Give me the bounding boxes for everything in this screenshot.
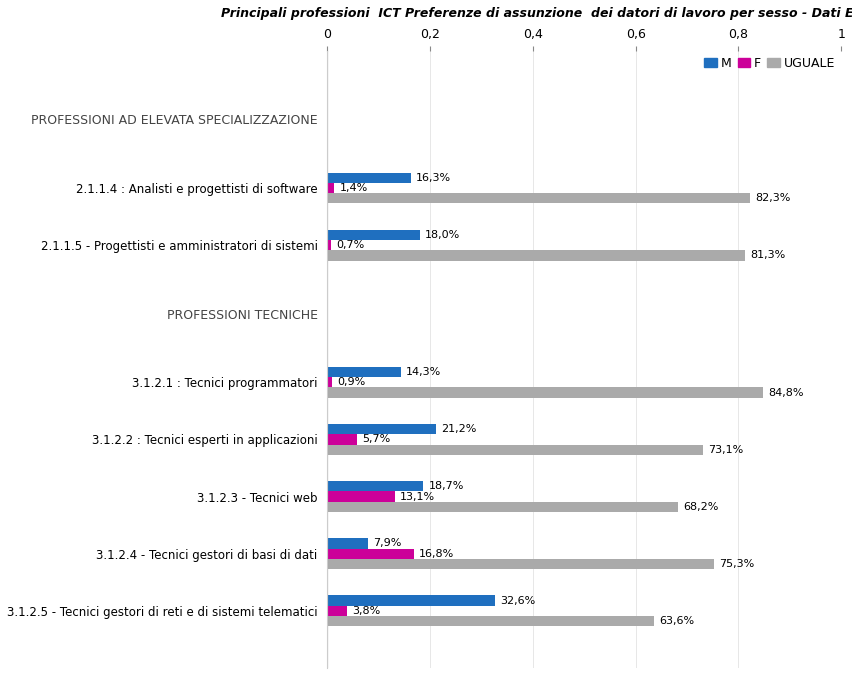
Legend: M, F, UGUALE: M, F, UGUALE [705,57,835,70]
Bar [327,250,745,261]
Text: 0,7%: 0,7% [336,240,365,250]
Text: 18,0%: 18,0% [425,230,460,240]
Bar [327,183,335,193]
Text: 14,3%: 14,3% [406,367,441,377]
Text: 7,9%: 7,9% [373,539,401,549]
Bar [327,367,400,377]
Text: 63,6%: 63,6% [659,616,694,626]
Text: 0,9%: 0,9% [337,377,366,387]
Text: 73,1%: 73,1% [708,445,743,455]
Text: 81,3%: 81,3% [750,250,786,261]
Bar [327,230,420,240]
Bar [327,173,411,183]
Text: 18,7%: 18,7% [429,481,463,491]
Text: 21,2%: 21,2% [441,424,477,434]
Bar [327,616,654,626]
Bar [327,445,703,455]
Text: 16,8%: 16,8% [418,549,454,559]
Bar [327,605,347,616]
Text: 16,3%: 16,3% [416,173,452,183]
Bar [327,539,368,549]
Bar [327,559,714,569]
Bar [327,424,436,434]
Text: 84,8%: 84,8% [769,387,803,398]
Bar [327,549,413,559]
Bar [327,377,332,387]
Text: 13,1%: 13,1% [400,491,435,502]
Text: 1,4%: 1,4% [340,183,368,193]
Bar [327,387,763,398]
Bar [327,502,677,512]
Text: 82,3%: 82,3% [756,193,791,203]
Bar [327,595,495,605]
Bar [327,240,331,250]
Bar [327,491,394,502]
Bar [327,481,423,491]
Text: 5,7%: 5,7% [362,435,390,444]
Text: 68,2%: 68,2% [682,502,718,512]
Bar [327,193,750,203]
Bar [327,434,357,445]
Text: 32,6%: 32,6% [500,595,535,605]
Text: 75,3%: 75,3% [719,559,755,569]
Title: Principali professioni  ICT Preferenze di assunzione  dei datori di lavoro per s: Principali professioni ICT Preferenze di… [221,7,852,20]
Text: 3,8%: 3,8% [352,606,380,616]
